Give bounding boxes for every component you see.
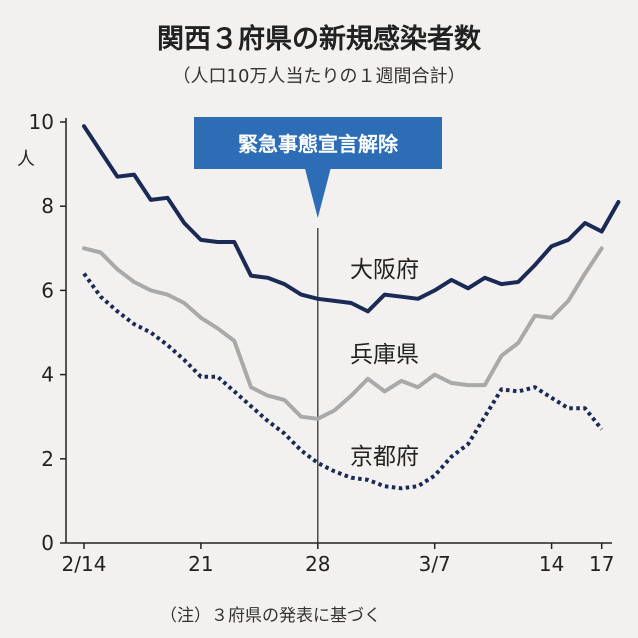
x-tick-label: 17: [589, 552, 614, 576]
chart-title: 関西３府県の新規感染者数: [157, 23, 482, 55]
series-line-kyoto: [82, 272, 604, 491]
y-tick-label: 0: [41, 531, 54, 555]
x-tick-label: 21: [188, 552, 213, 576]
y-tick-label: 8: [41, 194, 54, 218]
y-tick-label: 6: [41, 278, 54, 302]
y-tick-label: 2: [41, 447, 54, 471]
chart-note: （注）３府県の発表に基づく: [160, 606, 381, 626]
annotation-label: 緊急事態宣言解除: [238, 132, 399, 156]
x-axis: 2/14 21 28 3/7 14 17: [62, 542, 614, 576]
annotation-pointer: [304, 168, 331, 218]
series-label-kyoto: 京都府: [350, 444, 419, 470]
x-tick-label: 28: [305, 552, 330, 576]
chart-subtitle: （人口10万人当たりの１週間合計）: [173, 66, 466, 87]
y-tick-label: 4: [41, 363, 54, 387]
series-label-osaka: 大阪府: [350, 257, 419, 283]
y-unit-label: 人: [17, 149, 35, 170]
y-axis: 0 2 4 6 8 10 人: [17, 110, 67, 555]
x-tick-label: 2/14: [62, 552, 107, 576]
series-line-hyogo: [82, 246, 604, 421]
y-tick-label: 10: [29, 110, 54, 134]
lifting-annotation: 緊急事態宣言解除: [194, 117, 442, 543]
series-line-osaka: [82, 124, 621, 314]
x-tick-label: 14: [539, 552, 564, 576]
x-tick-label: 3/7: [419, 552, 451, 576]
annotation-banner: [194, 117, 442, 169]
series-label-hyogo: 兵庫県: [350, 342, 419, 368]
series-lines: [82, 124, 621, 491]
